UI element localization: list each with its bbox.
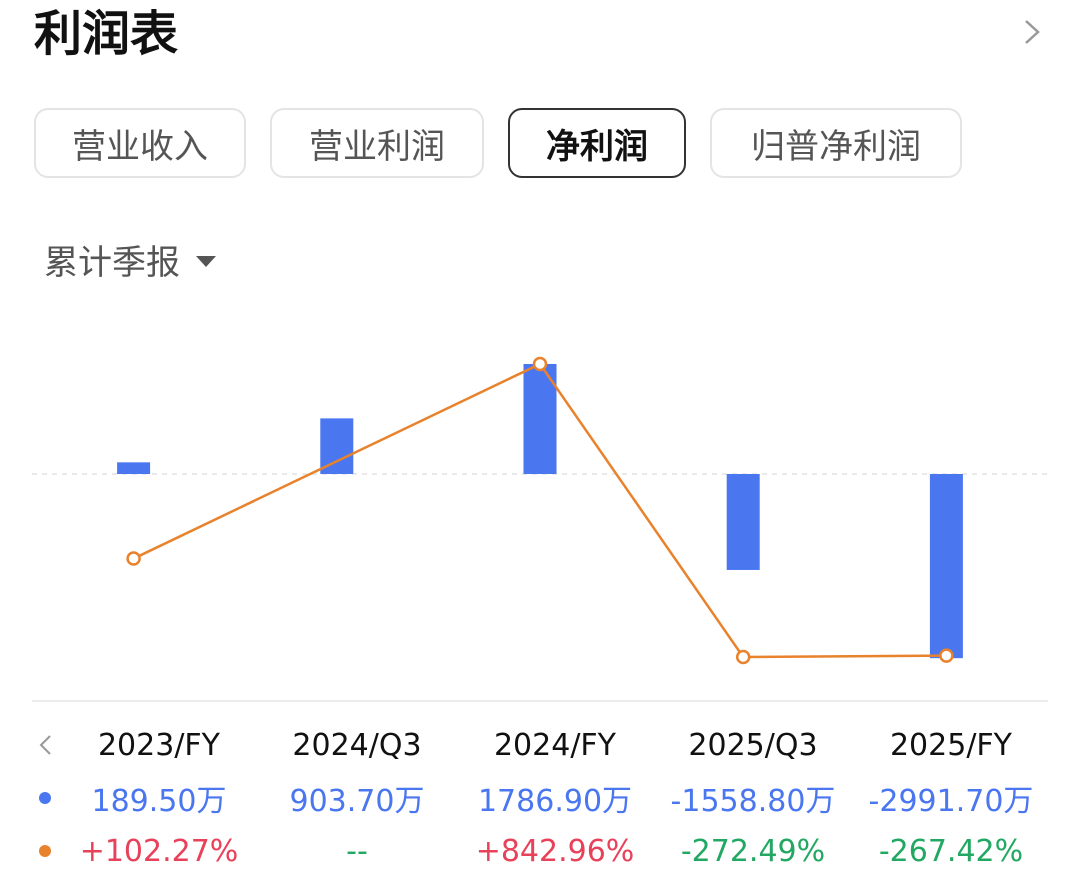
period-label: 2024/Q3	[292, 727, 422, 763]
growth-point-2024/FY	[532, 356, 548, 372]
period-selector[interactable]: 累计季报	[44, 236, 216, 283]
growth-label: --	[346, 833, 368, 869]
growth-point-2025/FY	[939, 648, 954, 663]
period-row: 2023/FY 2024/Q3 2024/FY 2025/Q3 2025/FY	[30, 720, 1050, 770]
growth-row: +102.27% -- +842.96% -272.49% -267.42%	[30, 826, 1050, 876]
growth-label: +842.96%	[475, 833, 635, 869]
chevron-right-icon[interactable]	[1020, 18, 1044, 46]
caret-down-icon	[196, 255, 216, 267]
page-title: 利润表	[34, 6, 179, 62]
period-selector-label: 累计季报	[44, 242, 180, 283]
value-label: 1786.90万	[477, 784, 633, 819]
tab-net-profit[interactable]: 净利润	[508, 108, 686, 178]
metric-tabs: 营业收入 营业利润 净利润 归普净利润	[34, 108, 962, 180]
tab-attributable-net-profit[interactable]: 归普净利润	[710, 108, 962, 178]
period-label: 2023/FY	[97, 727, 221, 763]
period-label: 2025/FY	[889, 727, 1013, 763]
line-legend-dot	[39, 845, 51, 857]
growth-label: -267.42%	[878, 833, 1024, 869]
growth-label: +102.27%	[79, 833, 239, 869]
header: 利润表	[0, 0, 1080, 80]
growth-label: -272.49%	[680, 833, 826, 869]
period-label: 2025/Q3	[688, 727, 818, 763]
value-label: 903.70万	[289, 784, 425, 819]
tab-revenue[interactable]: 营业收入	[34, 108, 246, 178]
value-label: -1558.80万	[670, 784, 836, 819]
bar-legend-dot	[39, 792, 51, 804]
value-label: -2991.70万	[868, 784, 1034, 819]
bar-2025/FY	[929, 474, 963, 659]
period-label: 2024/FY	[493, 727, 617, 763]
value-label: 189.50万	[91, 784, 227, 819]
tab-operating-profit[interactable]: 营业利润	[270, 108, 484, 178]
growth-point-2023/FY	[126, 551, 141, 566]
chevron-left-icon[interactable]	[38, 734, 52, 756]
bar-2024/FY	[523, 364, 557, 474]
value-row: 189.50万 903.70万 1786.90万 -1558.80万 -2991…	[30, 773, 1050, 823]
bar-2024/Q3	[320, 418, 354, 474]
bar-2023/FY	[117, 462, 151, 474]
growth-point-2025/Q3	[735, 649, 751, 665]
bar-2025/Q3	[726, 474, 760, 570]
net-profit-chart	[32, 356, 1048, 702]
